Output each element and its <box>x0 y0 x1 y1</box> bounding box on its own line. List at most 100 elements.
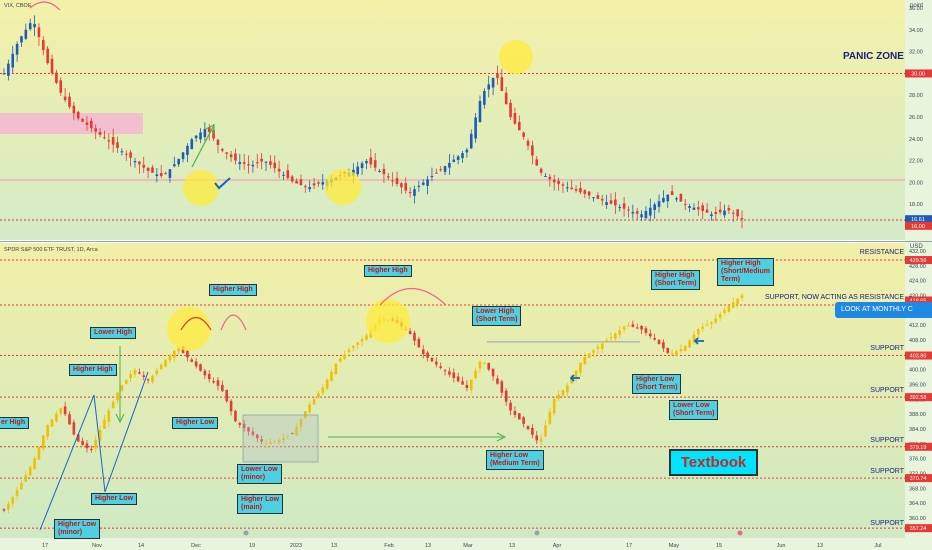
vix-candle-167 <box>731 212 735 214</box>
vix-price-tag-0 <box>905 69 932 78</box>
vix-price-tag-2 <box>905 221 932 230</box>
vix-candle-83 <box>365 161 368 164</box>
vix-candle-31 <box>138 161 141 165</box>
spy-candle-58 <box>255 434 259 439</box>
vix-candle-151 <box>662 197 665 203</box>
vix-candle-45 <box>199 132 202 140</box>
annotation-lower-high-1: Lower High <box>90 327 137 339</box>
spy-candle-137 <box>600 343 604 349</box>
vix-ytick-1: 34.00 <box>909 28 923 34</box>
spy-candle-31 <box>138 372 141 374</box>
spy-candle-147 <box>644 328 648 333</box>
spy-candle-154 <box>675 351 678 356</box>
spy-candle-24 <box>107 410 111 422</box>
spy-ytick-12: 384.00 <box>909 427 926 433</box>
spy-ytick-2: 424.00 <box>909 279 926 285</box>
spy-candle-112 <box>491 368 495 377</box>
spy-candle-81 <box>356 342 360 345</box>
vix-candle-87 <box>382 168 386 175</box>
vix-candle-1 <box>7 63 10 76</box>
vix-ytick-7: 22.00 <box>909 159 923 165</box>
vix-candle-117 <box>513 113 517 124</box>
vix-candle-41 <box>181 152 185 160</box>
spy-candle-82 <box>360 339 364 342</box>
spy-candle-54 <box>238 423 242 425</box>
vix-candle-133 <box>583 190 587 194</box>
vix-candle-121 <box>531 145 534 156</box>
spy-price-tag-6 <box>905 474 932 483</box>
vix-candle-21 <box>94 128 98 132</box>
spy-candle-152 <box>666 347 670 353</box>
spy-candle-111 <box>487 362 491 370</box>
spy-candle-63 <box>277 439 281 443</box>
vix-candle-63 <box>277 168 281 172</box>
spy-candle-40 <box>177 348 180 352</box>
vix-ytick-4: 28.00 <box>909 93 923 99</box>
spy-price-tag-text-3: 403.80 <box>910 354 927 360</box>
spy-candle-95 <box>417 338 421 348</box>
spy-candle-115 <box>504 390 508 402</box>
vix-candle-113 <box>496 73 499 78</box>
vix-candle-125 <box>548 176 552 180</box>
vix-candle-10 <box>46 48 49 64</box>
x-label-5: 2023 <box>290 543 302 549</box>
spy-candle-139 <box>609 336 613 339</box>
spy-candle-77 <box>338 358 342 362</box>
vix-candle-90 <box>395 178 399 185</box>
annotation-higher-low-1: Higher Low <box>172 417 219 429</box>
vix-candle-114 <box>500 77 504 91</box>
spy-candle-155 <box>679 349 683 352</box>
vix-candle-30 <box>133 161 137 163</box>
vix-candle-135 <box>592 197 595 199</box>
level-label-support-393: SUPPORT <box>870 387 904 394</box>
spy-price-tag-3 <box>905 351 932 360</box>
spy-candle-11 <box>50 419 54 427</box>
vix-candle-85 <box>373 160 377 168</box>
vix-candle-103 <box>452 159 456 162</box>
vix-candle-96 <box>421 182 425 185</box>
arc-vix <box>29 1 61 11</box>
vix-candle-23 <box>103 137 106 139</box>
spy-candle-64 <box>282 437 285 441</box>
marker-may <box>737 530 743 536</box>
spy-candle-110 <box>483 362 486 364</box>
annotation-higher-high-short: Higher High (Short Term) <box>651 270 701 290</box>
level-label-resistance: RESISTANCE <box>859 249 904 256</box>
spy-candle-133 <box>583 356 587 365</box>
vix-candle-28 <box>124 153 128 155</box>
green-arrowhead-right <box>496 432 507 442</box>
x-label-11: Apr <box>553 543 562 549</box>
vix-candle-104 <box>456 156 460 160</box>
vix-candle-120 <box>526 140 530 146</box>
spy-ytick-16: 368.00 <box>909 486 926 492</box>
spy-ytick-14: 376.00 <box>909 457 926 463</box>
arc-dec-1 <box>180 316 212 331</box>
blue-arrow-may <box>693 337 704 345</box>
vix-candle-13 <box>59 80 63 93</box>
spy-candle-10 <box>46 424 49 437</box>
marker-mar <box>534 530 540 536</box>
vix-candle-119 <box>522 132 525 137</box>
spy-candle-166 <box>727 305 731 312</box>
spy-candle-73 <box>321 387 325 393</box>
spy-candle-50 <box>221 384 224 392</box>
vix-candle-161 <box>705 209 709 213</box>
spy-candle-146 <box>640 325 643 330</box>
vix-candle-146 <box>640 214 643 218</box>
vix-candle-138 <box>605 202 608 205</box>
spy-highlight-circle-0 <box>167 307 211 351</box>
x-label-3: Dec <box>191 543 201 549</box>
x-label-9: Mar <box>463 543 473 549</box>
vix-candle-158 <box>692 207 696 210</box>
spy-candle-52 <box>229 400 233 412</box>
spy-pane <box>0 243 905 538</box>
vix-candle-153 <box>670 191 674 196</box>
spy-ytick-0: 432.00 <box>909 249 926 255</box>
x-label-10: 13 <box>509 543 515 549</box>
vix-candle-82 <box>360 163 364 168</box>
spy-candle-32 <box>142 375 146 377</box>
spy-candle-126 <box>552 398 556 414</box>
vix-candle-9 <box>42 39 45 51</box>
spy-candle-153 <box>670 353 674 355</box>
